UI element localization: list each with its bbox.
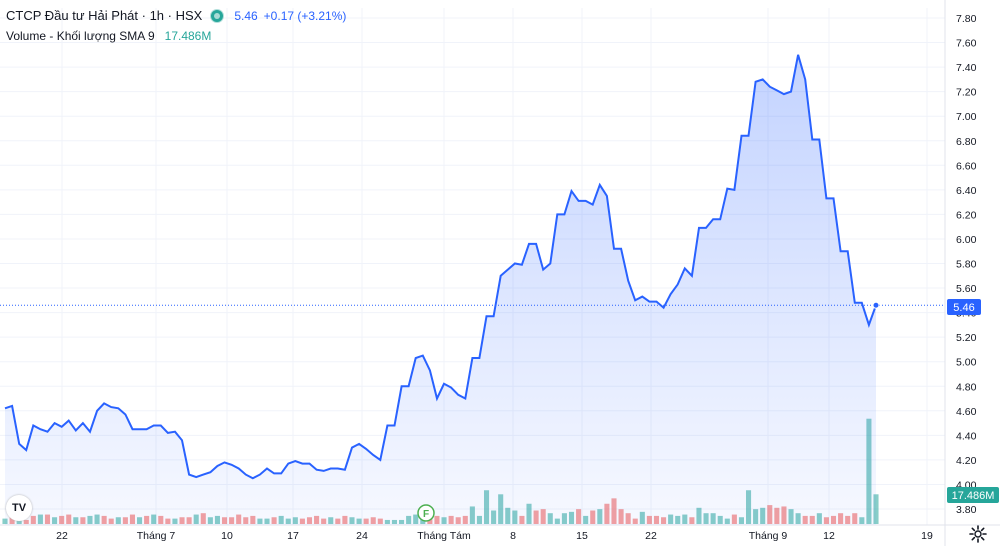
price-axis-tick: 4.60: [956, 406, 977, 418]
volume-indicator-title[interactable]: Volume - Khối lượng SMA 9: [6, 29, 155, 43]
time-axis-tick: 12: [823, 530, 835, 542]
tradingview-logo[interactable]: TV: [6, 495, 32, 521]
time-axis-tick: 19: [921, 530, 933, 542]
price-axis-tick: 7.40: [956, 62, 977, 74]
price-axis-tick: 4.20: [956, 455, 977, 467]
time-axis-tick: 17: [287, 530, 299, 542]
volume-legend-row[interactable]: Volume - Khối lượng SMA 9 17.486M: [6, 26, 346, 46]
time-axis-tick: 22: [56, 530, 68, 542]
volume-indicator-value: 17.486M: [164, 29, 212, 43]
price-axis-tick: 7.60: [956, 38, 977, 50]
legend-price: 5.46: [234, 9, 258, 23]
price-axis-tick: 4.40: [956, 430, 977, 442]
price-axis-tick: 6.60: [956, 160, 977, 172]
time-axis-tick: 10: [221, 530, 233, 542]
time-axis-tick: Tháng 9: [749, 530, 788, 542]
time-axis-tick: 15: [576, 530, 588, 542]
svg-text:5.46: 5.46: [953, 302, 974, 314]
price-axis-tick: 6.80: [956, 136, 977, 148]
volume-label: 17.486M: [947, 487, 999, 503]
price-axis-tick: 5.80: [956, 259, 977, 271]
svg-text:17.486M: 17.486M: [952, 490, 995, 502]
price-axis-tick: 7.20: [956, 87, 977, 99]
time-axis-tick: Tháng 7: [137, 530, 176, 542]
legend: CTCP Đầu tư Hải Phát · 1h · HSX 5.46 +0.…: [6, 6, 346, 46]
price-line: [4, 54, 877, 480]
gear-icon[interactable]: [968, 524, 988, 544]
price-axis-tick: 6.00: [956, 234, 977, 246]
last-price-dot: [872, 301, 880, 309]
financial-event-marker[interactable]: F: [417, 504, 435, 522]
price-area-fill: [5, 54, 876, 526]
price-axis-tick: 7.00: [956, 111, 977, 123]
price-axis-tick: 6.40: [956, 185, 977, 197]
time-axis-tick: 8: [510, 530, 516, 542]
price-axis-tick: 4.80: [956, 381, 977, 393]
time-axis-tick: Tháng Tám: [417, 530, 471, 542]
time-axis-tick: 22: [645, 530, 657, 542]
price-axis: 7.80 7.60 7.40 7.20 7.00 6.80 6.60 6.40 6.20 6.00…: [956, 13, 977, 516]
price-axis-tick: 6.20: [956, 209, 977, 221]
price-axis-tick: 3.80: [956, 504, 977, 516]
price-axis-tick: 5.20: [956, 332, 977, 344]
last-price-label: 5.46: [947, 299, 981, 315]
price-axis-tick: 5.60: [956, 283, 977, 295]
time-axis: 22 Tháng 7 10 17 24 Tháng Tám 8 15 22 Tháng 9 12 19: [56, 530, 933, 542]
legend-change: +0.17 (+3.21%): [263, 9, 347, 23]
symbol-legend-row[interactable]: CTCP Đầu tư Hải Phát · 1h · HSX 5.46 +0.…: [6, 6, 346, 26]
price-axis-tick: 7.80: [956, 13, 977, 25]
symbol-title[interactable]: CTCP Đầu tư Hải Phát · 1h · HSX: [6, 8, 203, 23]
time-axis-tick: 24: [356, 530, 368, 542]
price-axis-tick: 5.00: [956, 357, 977, 369]
eye-icon[interactable]: [210, 9, 225, 23]
svg-text:F: F: [423, 509, 429, 520]
